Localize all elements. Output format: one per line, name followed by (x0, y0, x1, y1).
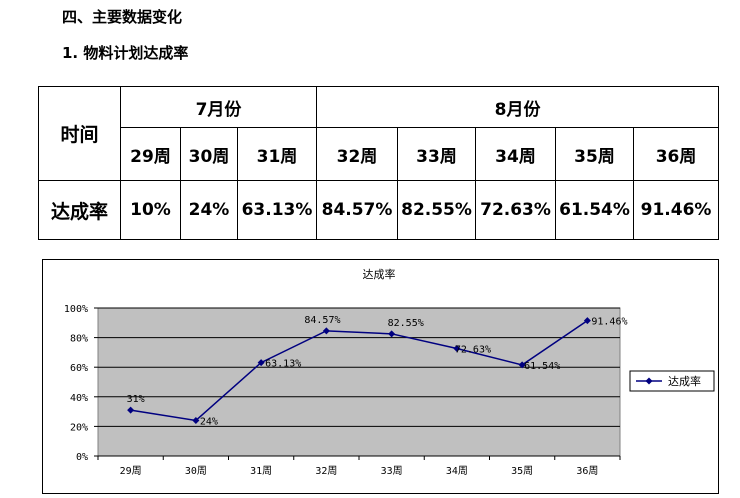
rate-cell: 72.63% (475, 180, 557, 240)
legend-label: 达成率 (668, 374, 701, 388)
week-cell: 30周 (180, 127, 238, 181)
x-tick-label: 32周 (315, 465, 337, 477)
x-tick-label: 33周 (381, 465, 403, 477)
x-tick-label: 31周 (250, 465, 272, 477)
series-line (130, 320, 588, 422)
y-tick-label: 0% (76, 452, 88, 463)
data-label: 72.63% (455, 345, 491, 356)
data-label: 84.57% (304, 315, 340, 326)
rate-header: 达成率 (38, 180, 121, 240)
rate-cell: 24% (180, 180, 238, 240)
data-label: 61.54% (524, 361, 560, 372)
x-tick-label: 30周 (185, 465, 207, 477)
data-point (388, 330, 396, 338)
subsection-title: 1. 物料计划达成率 (62, 44, 189, 62)
time-header: 时间 (38, 86, 121, 181)
data-point (192, 416, 200, 424)
data-point (583, 317, 591, 325)
data-label: 31% (127, 394, 145, 405)
rate-cell: 82.55% (397, 180, 477, 240)
rate-table: 时间 7月份 8月份 29周 30周 31周 32周 33周 34周 35周 3… (38, 86, 720, 240)
x-tick-label: 29周 (120, 465, 142, 477)
data-label: 63.13% (265, 359, 301, 370)
x-tick-label: 34周 (446, 465, 468, 477)
rate-cell: 10% (120, 180, 181, 240)
legend-box (629, 370, 715, 392)
rate-cell: 63.13% (236, 180, 318, 240)
week-cell: 32周 (316, 127, 399, 181)
line-chart: 达成率 0% 20% 40% 60% 80% 100% 29周 30周 31周 32周 33周 34周 3… (64, 267, 715, 477)
data-label: 82.55% (388, 318, 424, 329)
week-cell: 34周 (475, 127, 557, 181)
data-point (127, 406, 135, 414)
y-tick-label: 60% (70, 363, 88, 374)
y-tick-label: 40% (70, 393, 88, 404)
y-tick-label: 20% (70, 422, 88, 433)
week-cell: 36周 (633, 127, 720, 181)
x-tick-label: 36周 (576, 465, 598, 477)
data-label: 91.46% (591, 317, 627, 328)
week-cell: 33周 (397, 127, 477, 181)
data-point (257, 359, 265, 367)
x-tick-label: 35周 (511, 465, 533, 477)
data-label: 24% (200, 416, 218, 427)
chart-title: 达成率 (363, 267, 396, 281)
legend-marker (645, 377, 653, 385)
rate-cell: 61.54% (555, 180, 635, 240)
month-header-august: 8月份 (316, 86, 720, 128)
month-header-july: 7月份 (119, 86, 318, 128)
chart-frame: 达成率 0% 20% 40% 60% 80% 100% 29周 30周 31周 32周 33周 34周 3… (42, 259, 719, 494)
section-title: 四、主要数据变化 (62, 8, 183, 26)
rate-cell: 91.46% (633, 180, 720, 240)
week-cell: 29周 (120, 127, 181, 181)
week-cell: 35周 (555, 127, 635, 181)
y-tick-label: 100% (64, 304, 88, 315)
data-point (322, 327, 330, 335)
plot-area (97, 307, 621, 457)
week-cell: 31周 (236, 127, 318, 181)
data-point (518, 361, 526, 369)
y-tick-label: 80% (70, 334, 88, 345)
rate-cell: 84.57% (316, 180, 399, 240)
data-point (453, 345, 461, 353)
